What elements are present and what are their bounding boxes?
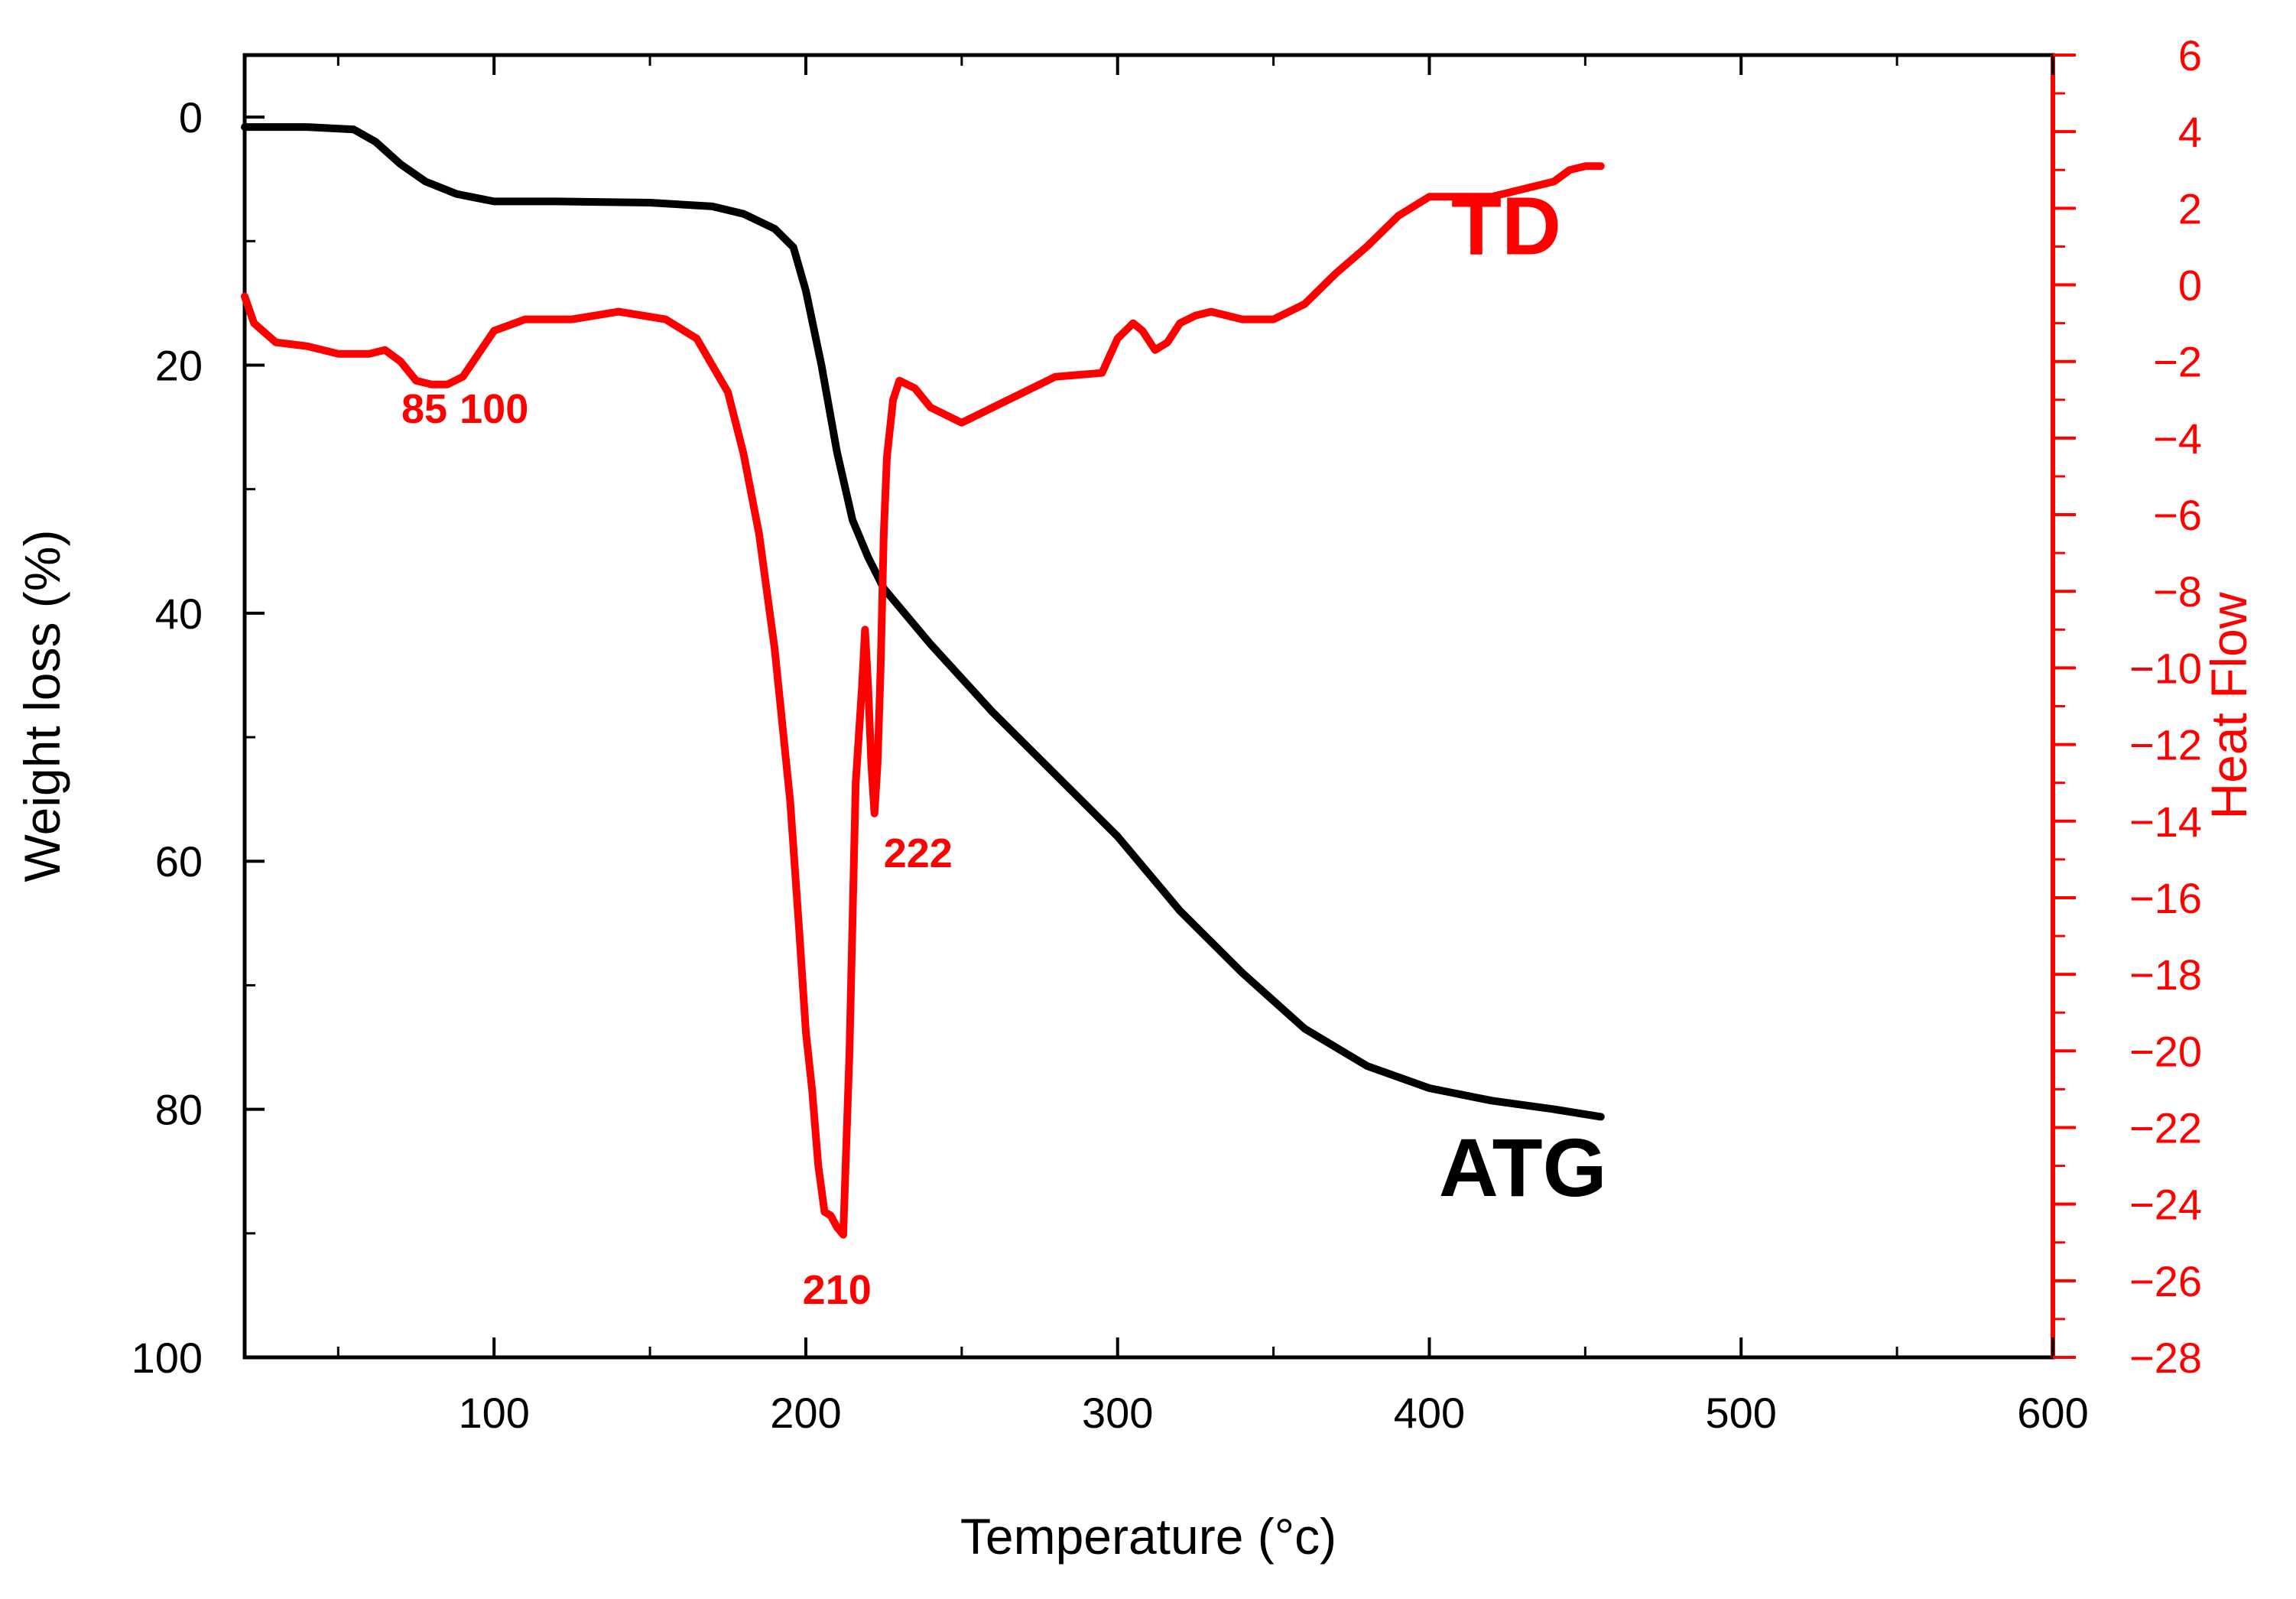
right-tick-label: −4 [2153,414,2202,463]
right-tick-label: −22 [2129,1103,2202,1152]
x-tick-label: 400 [1394,1389,1465,1437]
right-tick-label: −12 [2129,721,2202,769]
right-tick-label: −2 [2153,338,2202,386]
left-axis-title: Weight loss (%) [14,530,70,882]
x-tick-label: 300 [1082,1389,1153,1437]
left-tick-label: 40 [155,590,203,638]
left-tick-label: 80 [155,1086,203,1134]
right-tick-label: −20 [2129,1027,2202,1075]
peak-annotation: 85 [401,386,447,432]
plot-frame [242,53,2055,1360]
x-tick-label: 200 [770,1389,841,1437]
series-line-td [241,162,1605,1239]
right-tick-label: −14 [2129,798,2202,846]
x-tick-label: 500 [1706,1389,1777,1437]
right-tick-label: −6 [2153,491,2202,539]
left-tick-label: 100 [132,1334,203,1382]
peak-annotation: 100 [460,386,528,432]
left-axis-ticks: 0 20 40 60 80 100 [132,93,265,1382]
left-tick-label: 60 [155,837,203,886]
x-tick-label: 100 [458,1389,529,1437]
peak-annotation: 222 [884,830,953,876]
series-label-atg: ATG [1439,1121,1607,1214]
series-line-atg [241,123,1605,1121]
series-layer [241,123,1605,1239]
right-tick-label: −16 [2129,874,2202,922]
x-tick-label: 600 [2017,1389,2088,1437]
right-tick-label: 2 [2178,184,2202,232]
right-tick-label: −8 [2153,567,2202,616]
left-tick-label: 20 [155,341,203,389]
right-tick-label: −18 [2129,951,2202,999]
right-axis-ticks: 6 4 2 0 −2 −4 −6 −8 −10 −12 −14 −16 −18 −20 −22 −24 −26 −… [2053,31,2202,1382]
x-axis-ticks: 100 200 300 400 500 600 [336,55,2089,1437]
series-label-td: TD [1451,179,1561,271]
right-tick-label: −24 [2129,1181,2202,1229]
right-tick-label: 0 [2178,262,2202,310]
annotations: 85 100 210 222 TD ATG [401,179,1607,1312]
right-tick-label: −26 [2129,1257,2202,1305]
peak-annotation: 210 [803,1267,872,1313]
right-tick-label: −10 [2129,644,2202,692]
right-tick-label: 4 [2178,108,2202,156]
right-axis-title: Heat Flow [2200,592,2257,819]
x-axis-title: Temperature (°c) [960,1508,1336,1565]
right-tick-label: 6 [2178,31,2202,80]
left-tick-label: 0 [179,93,203,141]
right-tick-label: −28 [2129,1334,2202,1382]
